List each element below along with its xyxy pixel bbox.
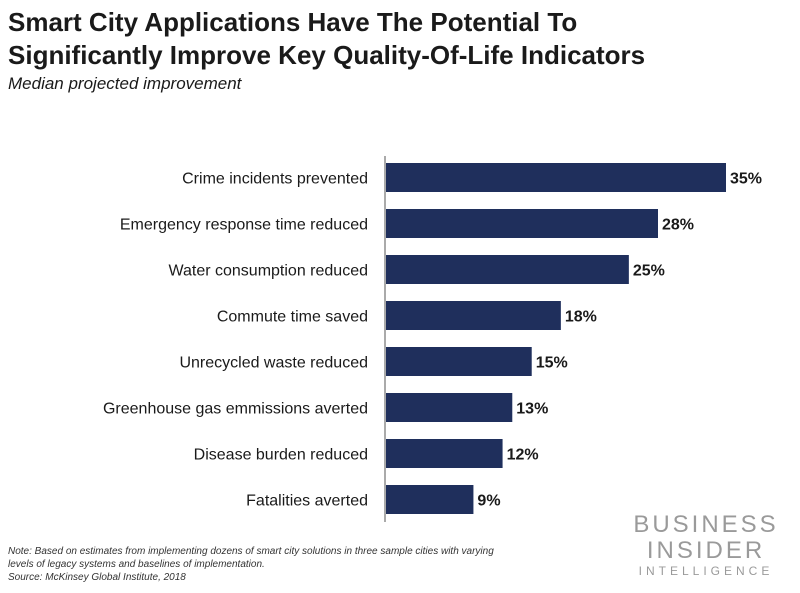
chart-note: Note: Based on estimates from implementi…: [8, 545, 598, 584]
bar-1: [386, 209, 658, 238]
value-label-1: 28%: [662, 217, 694, 234]
chart-title-line-1: Smart City Applications Have The Potenti…: [8, 7, 578, 37]
category-label-5: Greenhouse gas emmissions averted: [103, 401, 368, 418]
value-label-3: 18%: [565, 309, 597, 326]
bar-7: [386, 485, 474, 514]
bar-2: [386, 255, 629, 284]
source-line: Source: McKinsey Global Institute, 2018: [8, 572, 186, 583]
note-line-2: levels of legacy systems and baselines o…: [8, 559, 265, 570]
category-label-1: Emergency response time reduced: [120, 217, 368, 234]
logo-line-1: BUSINESS: [633, 511, 779, 538]
value-label-5: 13%: [516, 401, 548, 418]
logo-line-2: INSIDER: [646, 537, 766, 564]
chart-subtitle: Median projected improvement: [8, 74, 242, 93]
business-insider-logo: BUSINESS INSIDER INTELLIGENCE: [626, 511, 786, 579]
bars-group: Crime incidents prevented 35% Emergency re…: [103, 163, 762, 514]
value-label-4: 15%: [536, 355, 568, 372]
bar-4: [386, 347, 532, 376]
bar-6: [386, 439, 503, 468]
category-label-2: Water consumption reduced: [168, 263, 368, 280]
bar-0: [386, 163, 726, 192]
value-label-7: 9%: [477, 493, 500, 510]
chart-title: Smart City Applications Have The Potenti…: [8, 6, 788, 72]
category-label-4: Unrecycled waste reduced: [179, 355, 368, 372]
bar-3: [386, 301, 561, 330]
bar-5: [386, 393, 513, 422]
value-label-2: 25%: [633, 263, 665, 280]
logo-line-3: INTELLIGENCE: [638, 564, 774, 578]
category-label-3: Commute time saved: [217, 309, 368, 326]
bar-chart: Crime incidents prevented 35% Emergency re…: [103, 156, 762, 522]
value-label-6: 12%: [507, 447, 539, 464]
category-label-7: Fatalities averted: [246, 493, 368, 510]
chart-title-line-2: Significantly Improve Key Quality-Of-Lif…: [8, 40, 646, 70]
value-label-0: 35%: [730, 171, 762, 188]
category-label-0: Crime incidents prevented: [182, 171, 368, 188]
category-label-6: Disease burden reduced: [194, 447, 368, 464]
note-line-1: Note: Based on estimates from implementi…: [8, 546, 494, 557]
